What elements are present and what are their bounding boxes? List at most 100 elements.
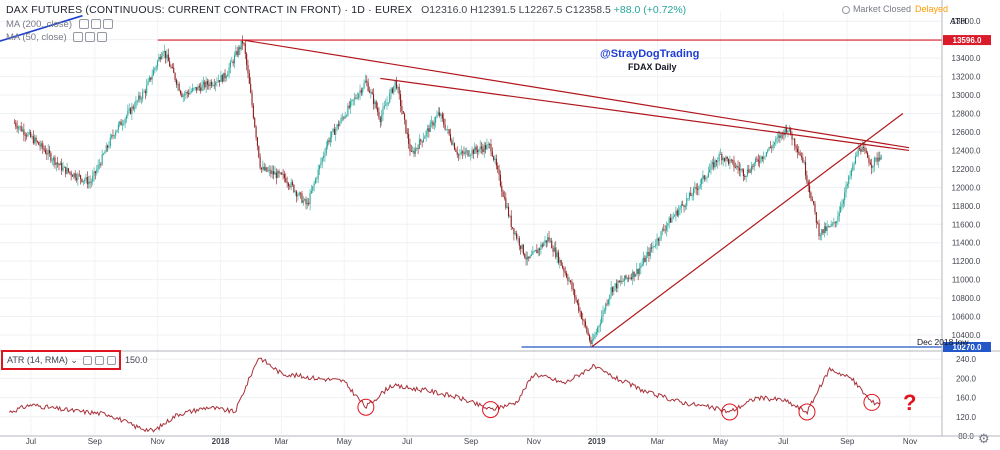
candle-body [243, 43, 245, 45]
atr-line [8, 357, 881, 433]
time-tick-label: Sep [464, 437, 479, 446]
atr-highlight-box [1, 350, 121, 370]
candle-body [215, 82, 217, 86]
candle-body [765, 151, 767, 156]
settings-icon[interactable] [90, 19, 101, 30]
settings-icon[interactable] [85, 32, 96, 43]
candle-body [659, 239, 661, 241]
candle-body [63, 166, 65, 168]
candle-body [92, 175, 94, 182]
candle-body [792, 138, 794, 140]
candle-body [823, 226, 825, 234]
candle-body [158, 56, 160, 61]
candle-body [247, 64, 249, 74]
candle-body [510, 215, 512, 228]
candle-body [154, 68, 156, 71]
eye-icon[interactable] [78, 19, 89, 30]
candle-body [648, 251, 650, 257]
price-change: +88.0 (+0.72%) [613, 4, 687, 16]
moving-average-line [0, 14, 83, 42]
candle-body [428, 128, 430, 132]
eye-icon[interactable] [83, 356, 93, 366]
candle-body [393, 85, 395, 93]
chart-header: DAX FUTURES (CONTINUOUS: CURRENT CONTRAC… [6, 4, 686, 16]
candle-body [579, 310, 581, 312]
candle-body [27, 133, 29, 137]
candle-body [254, 117, 256, 127]
candle-body [794, 138, 796, 146]
chevron-down-icon[interactable]: ⌄ [70, 355, 78, 365]
candle-body [856, 154, 858, 157]
candle-body [440, 114, 442, 116]
candle-body [825, 226, 827, 231]
candle-body [366, 80, 368, 83]
close-icon[interactable] [102, 19, 113, 30]
candle-body [82, 180, 84, 182]
indicator-ma50[interactable]: MA (50, close) [6, 32, 109, 43]
indicator-ma200-controls[interactable] [78, 19, 115, 30]
candle-body [772, 144, 774, 148]
candle-body [489, 143, 491, 145]
candle-body [127, 110, 129, 116]
indicator-ma200[interactable]: MA (200, close) [6, 19, 115, 30]
candle-body [556, 252, 558, 258]
candle-body [236, 51, 238, 56]
settings-icon[interactable] [95, 356, 105, 366]
atr-series [8, 357, 881, 433]
candle-body [590, 340, 592, 345]
indicator-ma50-controls[interactable] [73, 32, 109, 43]
candle-body [707, 172, 709, 178]
candle-body [729, 159, 731, 164]
candle-body [78, 174, 80, 176]
candle-body [296, 191, 298, 197]
candle-body [267, 170, 269, 172]
candle-body [32, 136, 34, 144]
close-icon[interactable] [107, 356, 117, 366]
circle-icon [841, 5, 850, 14]
candle-body [128, 108, 130, 111]
ath-label: ATH [950, 16, 967, 26]
gear-icon[interactable]: ⚙ [978, 431, 990, 446]
candle-body [431, 121, 433, 123]
candle-body [775, 138, 777, 143]
candle-body [308, 202, 310, 205]
candle-body [383, 105, 385, 109]
close-icon[interactable] [97, 32, 108, 43]
candle-body [503, 196, 506, 198]
candle-body [414, 148, 416, 154]
candle-body [543, 243, 545, 247]
candle-body [586, 326, 588, 333]
atr-controls[interactable] [80, 355, 117, 366]
candle-body [355, 97, 357, 99]
candle-body [842, 200, 844, 204]
candle-body [424, 136, 426, 139]
candle-body [555, 247, 557, 258]
candle-body [109, 137, 111, 146]
time-tick-label: Jul [778, 437, 788, 446]
candle-body [809, 185, 811, 193]
candle-body [131, 106, 133, 114]
candle-body [602, 310, 604, 317]
candle-body [395, 81, 398, 89]
drawings [0, 14, 942, 348]
candle-body [498, 169, 500, 175]
candle-body [89, 181, 91, 183]
candle-body [96, 169, 98, 174]
price-tick-label: 12200.0 [952, 165, 981, 174]
candle-body [660, 231, 662, 240]
candle-body [65, 166, 67, 174]
price-level-value: 10270.0 [953, 343, 982, 352]
candle-body [139, 95, 141, 99]
candle-body [634, 274, 636, 277]
atr-legend[interactable]: ATR (14, RMA) ⌄ 150.0 [7, 355, 147, 366]
candle-body [572, 289, 574, 290]
eye-icon[interactable] [73, 32, 84, 43]
symbol-title[interactable]: DAX FUTURES (CONTINUOUS: CURRENT CONTRAC… [6, 4, 413, 16]
candle-body [421, 141, 423, 143]
candle-body [453, 143, 456, 150]
candle-body [20, 126, 22, 131]
candle-body [644, 257, 646, 262]
candle-body [719, 154, 722, 155]
candle-body [175, 79, 177, 85]
